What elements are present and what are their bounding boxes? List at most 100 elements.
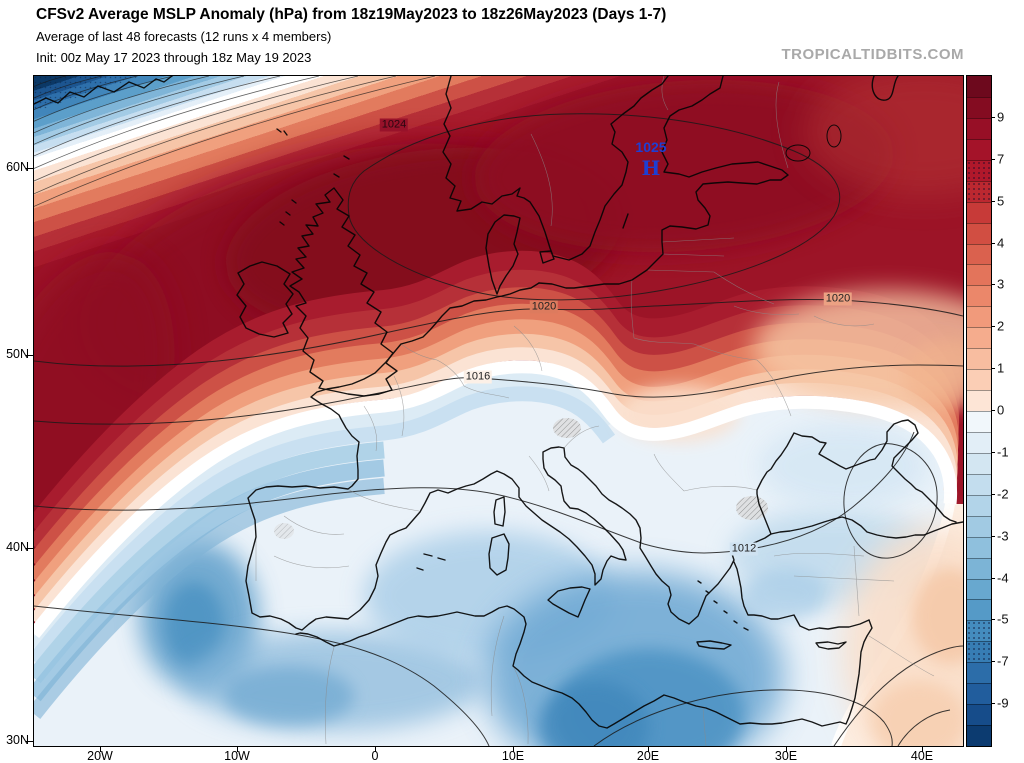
colorbar-label: 0	[997, 402, 1005, 418]
colorbar-tick	[991, 410, 995, 411]
coast-north-africa-levant	[295, 605, 873, 729]
watermark-logo: TROPICALTIDBITS.COM	[781, 46, 964, 63]
colorbar-tick	[991, 242, 995, 244]
dense-admin-patches	[274, 418, 768, 539]
colorbar-segment	[967, 725, 991, 746]
colorbar-tick	[991, 451, 995, 453]
colorbar-segment	[967, 306, 991, 328]
coast-faroes	[276, 128, 288, 136]
colorbar-tick	[991, 200, 995, 202]
colorbar-tick	[991, 284, 995, 286]
map-panel: 1024 1020 1020 1016 1012 1025 H	[33, 75, 964, 747]
colorbar-tick	[991, 158, 995, 160]
colorbar-segment	[967, 411, 991, 432]
colorbar-tick	[991, 661, 995, 663]
colorbar-segment	[967, 494, 991, 516]
coast-shetland	[279, 155, 350, 226]
colorbar-segment	[967, 515, 991, 537]
colorbar-segment	[967, 243, 991, 265]
colorbar-segment	[967, 704, 991, 726]
colorbar-segment	[967, 431, 991, 453]
colorbar-label: 2	[997, 318, 1005, 334]
coast-crete	[696, 640, 732, 650]
lon-tick-label: 20E	[636, 749, 660, 763]
coast-scandinavia	[442, 76, 669, 261]
colorbar-segment	[967, 578, 991, 600]
lat-tick-label: 30N	[6, 733, 29, 747]
colorbar-label: -9	[997, 695, 1009, 711]
contour-label: 1012	[729, 542, 759, 556]
lon-tick	[648, 746, 649, 752]
coast-iceland	[34, 76, 173, 105]
coast-great-britain	[289, 187, 398, 397]
colorbar-segment	[967, 473, 991, 495]
contour-label: 1016	[463, 370, 493, 384]
coast-black-sea-north	[756, 419, 957, 535]
colorbar	[966, 75, 992, 747]
lat-tick-label: 40N	[6, 540, 29, 554]
colorbar-segment	[967, 264, 991, 286]
coast-sardinia	[488, 533, 510, 576]
coast-gotland	[622, 213, 629, 229]
contour-label: 1020	[529, 300, 559, 314]
lon-tick	[513, 746, 514, 752]
colorbar-segment	[967, 159, 991, 181]
contour-label: 1024	[379, 118, 409, 132]
lat-tick	[26, 355, 33, 356]
lat-tick	[26, 168, 33, 169]
colorbar-segment	[967, 662, 991, 684]
map-layers	[34, 76, 963, 746]
high-symbol: H	[641, 156, 661, 180]
coast-aegean-islands	[697, 580, 749, 631]
contour-label: 1020	[823, 292, 853, 306]
lake-ladoga	[785, 144, 811, 162]
lon-tick-label: 30E	[774, 749, 798, 763]
contour-1012	[34, 431, 915, 554]
coast-balearics	[416, 553, 446, 571]
colorbar-segment	[967, 599, 991, 621]
coast-anatolia-west	[733, 561, 870, 631]
coast-zealand	[539, 250, 555, 264]
contour-1012-loop	[843, 443, 938, 559]
colorbar-segment	[967, 683, 991, 705]
colorbar-segment	[967, 327, 991, 349]
coast-sicily	[547, 586, 591, 618]
colorbar-segment	[967, 285, 991, 307]
colorbar-tick	[991, 116, 995, 118]
lon-tick	[237, 746, 238, 752]
colorbar-tick	[991, 493, 995, 495]
colorbar-segment	[967, 201, 991, 223]
colorbar-label: 7	[997, 151, 1005, 167]
subtitle: Average of last 48 forecasts (12 runs x …	[36, 29, 332, 44]
colorbar-segment	[967, 452, 991, 474]
colorbar-segment	[967, 536, 991, 558]
colorbar-label: 4	[997, 235, 1005, 250]
colorbar-segment	[967, 138, 991, 160]
colorbar-segment	[967, 180, 991, 202]
lake-onega	[826, 124, 842, 148]
coastlines	[34, 76, 963, 729]
colorbar-segment	[967, 76, 991, 97]
coast-finland-baltic	[538, 76, 789, 289]
colorbar-segment	[967, 369, 991, 391]
lon-tick	[100, 746, 101, 752]
colorbar-label: 9	[997, 109, 1005, 125]
lat-tick-label: 60N	[6, 160, 29, 174]
lon-tick	[375, 746, 376, 752]
colorbar-label: -3	[997, 528, 1009, 544]
colorbar-segment	[967, 557, 991, 579]
lon-tick-label: 10W	[224, 749, 250, 763]
colorbar-segment	[967, 348, 991, 370]
coast-corsica	[493, 496, 506, 527]
colorbar-segment	[967, 641, 991, 663]
colorbar-tick	[991, 326, 995, 328]
colorbar-tick	[991, 368, 995, 370]
contour-se-2	[897, 709, 951, 746]
coast-white-sea	[871, 76, 899, 101]
lat-tick	[26, 548, 33, 549]
lon-tick-label: 40E	[910, 749, 934, 763]
lon-tick-label: 10E	[501, 749, 525, 763]
colorbar-label: -7	[997, 653, 1009, 669]
contour-1008-west	[34, 605, 490, 746]
